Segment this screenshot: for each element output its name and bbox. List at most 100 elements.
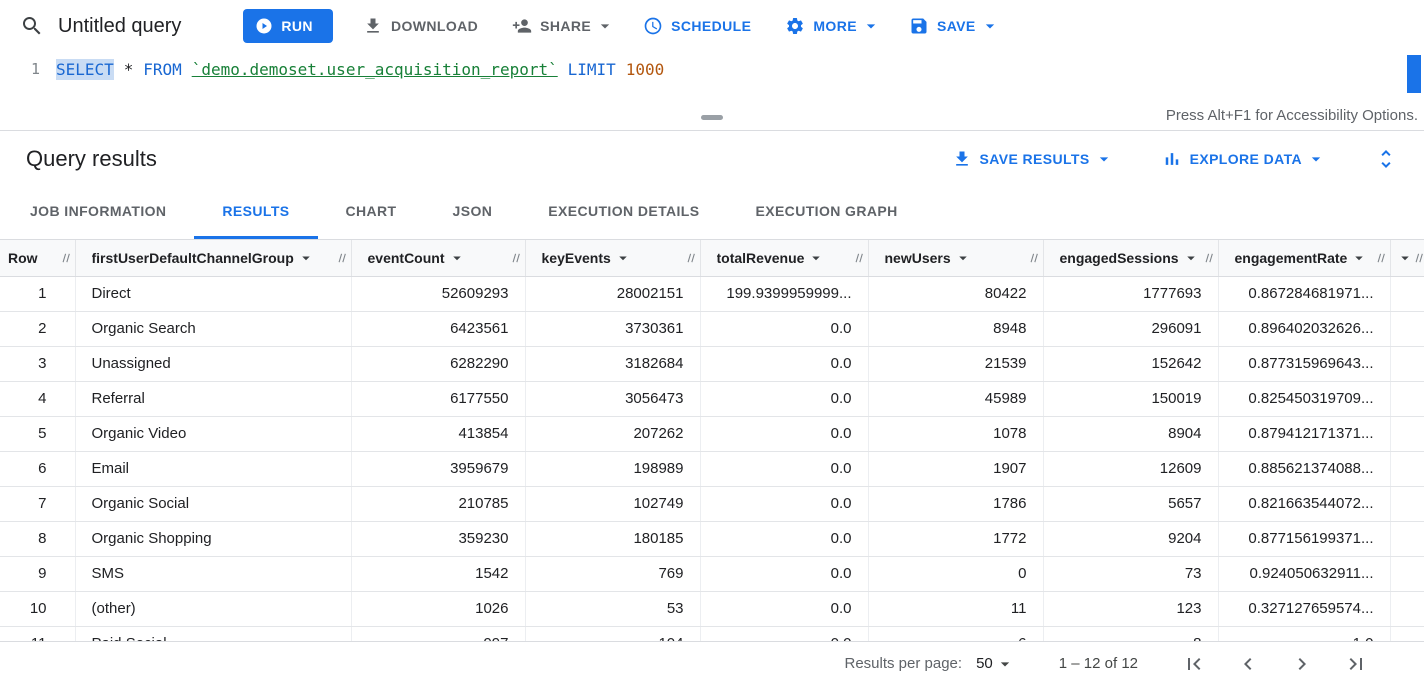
column-header-totalrevenue[interactable]: totalRevenue (700, 240, 868, 276)
cell-newUsers: 1772 (868, 521, 1043, 556)
sql-code-line[interactable]: SELECT*FROM`demo.demoset.user_acquisitio… (56, 52, 664, 101)
column-resize-icon[interactable] (1376, 251, 1386, 265)
table-gutter-cell (1390, 556, 1424, 591)
splitter-drag-handle[interactable] (701, 115, 723, 120)
column-menu-icon[interactable] (1350, 249, 1368, 267)
column-menu-icon[interactable] (807, 249, 825, 267)
column-header-firstuserdefaultchannelgroup[interactable]: firstUserDefaultChannelGroup (75, 240, 351, 276)
tab-json[interactable]: JSON (425, 186, 521, 239)
cell-engagedSessions: 12609 (1043, 451, 1218, 486)
cell-newUsers: 1078 (868, 416, 1043, 451)
cell-engagementRate: 0.877156199371... (1218, 521, 1390, 556)
column-resize-icon[interactable] (1414, 251, 1424, 265)
cell-keyEvents: 198989 (525, 451, 700, 486)
run-button[interactable]: RUN (243, 9, 333, 43)
schedule-button[interactable]: SCHEDULE (643, 16, 751, 36)
tab-execution-graph[interactable]: EXECUTION GRAPH (727, 186, 925, 239)
cell-eventCount: 413854 (351, 416, 525, 451)
table-row: 10(other)1026530.0111230.327127659574... (0, 591, 1424, 626)
column-header-engagedsessions[interactable]: engagedSessions (1043, 240, 1218, 276)
column-menu-icon[interactable] (1182, 249, 1200, 267)
editor-scrollbar-thumb[interactable] (1407, 55, 1421, 93)
save-results-label: SAVE RESULTS (980, 151, 1090, 167)
column-menu-icon[interactable] (614, 249, 632, 267)
column-header-label: engagementRate (1235, 250, 1348, 266)
gear-icon (785, 16, 805, 36)
column-resize-icon[interactable] (854, 251, 864, 265)
last-page-icon[interactable] (1344, 652, 1368, 676)
column-menu-icon[interactable] (1396, 249, 1414, 267)
cell-totalRevenue: 199.9399959999... (700, 276, 868, 311)
table-row: 4Referral617755030564730.0459891500190.8… (0, 381, 1424, 416)
accessibility-hint: Press Alt+F1 for Accessibility Options. (1166, 107, 1418, 124)
table-row: 7Organic Social2107851027490.0178656570.… (0, 486, 1424, 521)
column-header-keyevents[interactable]: keyEvents (525, 240, 700, 276)
row-number-cell: 4 (0, 381, 75, 416)
column-header-clipped[interactable] (1390, 240, 1424, 276)
table-gutter-cell (1390, 591, 1424, 626)
next-page-icon[interactable] (1290, 652, 1314, 676)
save-results-button[interactable]: SAVE RESULTS (952, 149, 1108, 169)
column-header-eventcount[interactable]: eventCount (351, 240, 525, 276)
column-header-engagementrate[interactable]: engagementRate (1218, 240, 1390, 276)
explore-data-button[interactable]: EXPLORE DATA (1162, 149, 1320, 169)
tab-execution-details[interactable]: EXECUTION DETAILS (520, 186, 727, 239)
column-resize-icon[interactable] (511, 251, 521, 265)
results-tabs: JOB INFORMATIONRESULTSCHARTJSONEXECUTION… (0, 186, 1424, 240)
query-title: Untitled query (58, 15, 181, 38)
row-number-cell: 1 (0, 276, 75, 311)
limit-value: 1000 (626, 60, 665, 79)
line-number: 1 (0, 52, 56, 101)
column-menu-icon[interactable] (954, 249, 972, 267)
cell-firstUserDefaultChannelGroup: Direct (75, 276, 351, 311)
cell-eventCount: 52609293 (351, 276, 525, 311)
tab-chart[interactable]: CHART (318, 186, 425, 239)
cell-engagedSessions: 152642 (1043, 346, 1218, 381)
bar-chart-icon (1162, 149, 1182, 169)
tab-label: JOB INFORMATION (30, 203, 166, 219)
table-row: 5Organic Video4138542072620.0107889040.8… (0, 416, 1424, 451)
share-button[interactable]: SHARE (512, 16, 609, 36)
cell-newUsers: 45989 (868, 381, 1043, 416)
save-icon (909, 16, 929, 36)
sql-editor[interactable]: 1 SELECT*FROM`demo.demoset.user_acquisit… (0, 52, 1424, 101)
more-button[interactable]: MORE (785, 16, 875, 36)
column-resize-icon[interactable] (337, 251, 347, 265)
cell-eventCount: 6282290 (351, 346, 525, 381)
cell-engagedSessions: 1777693 (1043, 276, 1218, 311)
tab-job-information[interactable]: JOB INFORMATION (2, 186, 194, 239)
table-header-row: Row firstUserDefaultChannelGroup eventCo… (0, 240, 1424, 276)
column-menu-icon[interactable] (448, 249, 466, 267)
clock-icon (643, 16, 663, 36)
per-page-select[interactable]: 50 (976, 654, 1015, 674)
cell-newUsers: 8948 (868, 311, 1043, 346)
cell-totalRevenue: 0.0 (700, 521, 868, 556)
column-resize-icon[interactable] (61, 251, 71, 265)
save-button[interactable]: SAVE (909, 16, 994, 36)
caret-down-icon (1094, 149, 1114, 169)
column-resize-icon[interactable] (686, 251, 696, 265)
table-row: 3Unassigned628229031826840.0215391526420… (0, 346, 1424, 381)
expand-panel-icon[interactable] (1374, 147, 1398, 171)
column-resize-icon[interactable] (1029, 251, 1039, 265)
table-gutter-cell (1390, 346, 1424, 381)
column-header-row[interactable]: Row (0, 240, 75, 276)
column-resize-icon[interactable] (1204, 251, 1214, 265)
download-button[interactable]: DOWNLOAD (363, 16, 478, 36)
cell-firstUserDefaultChannelGroup: Organic Search (75, 311, 351, 346)
first-page-icon[interactable] (1182, 652, 1206, 676)
cell-totalRevenue: 0.0 (700, 311, 868, 346)
cell-engagedSessions: 123 (1043, 591, 1218, 626)
cell-keyEvents: 180185 (525, 521, 700, 556)
column-header-label: eventCount (368, 250, 445, 266)
table-row: 6Email39596791989890.01907126090.8856213… (0, 451, 1424, 486)
cell-newUsers: 6 (868, 626, 1043, 641)
column-header-newusers[interactable]: newUsers (868, 240, 1043, 276)
previous-page-icon[interactable] (1236, 652, 1260, 676)
column-header-label: firstUserDefaultChannelGroup (92, 250, 294, 266)
column-menu-icon[interactable] (297, 249, 315, 267)
table-row: 2Organic Search642356137303610.089482960… (0, 311, 1424, 346)
tab-results[interactable]: RESULTS (194, 186, 317, 239)
caret-down-icon (995, 654, 1015, 674)
cell-firstUserDefaultChannelGroup: Referral (75, 381, 351, 416)
